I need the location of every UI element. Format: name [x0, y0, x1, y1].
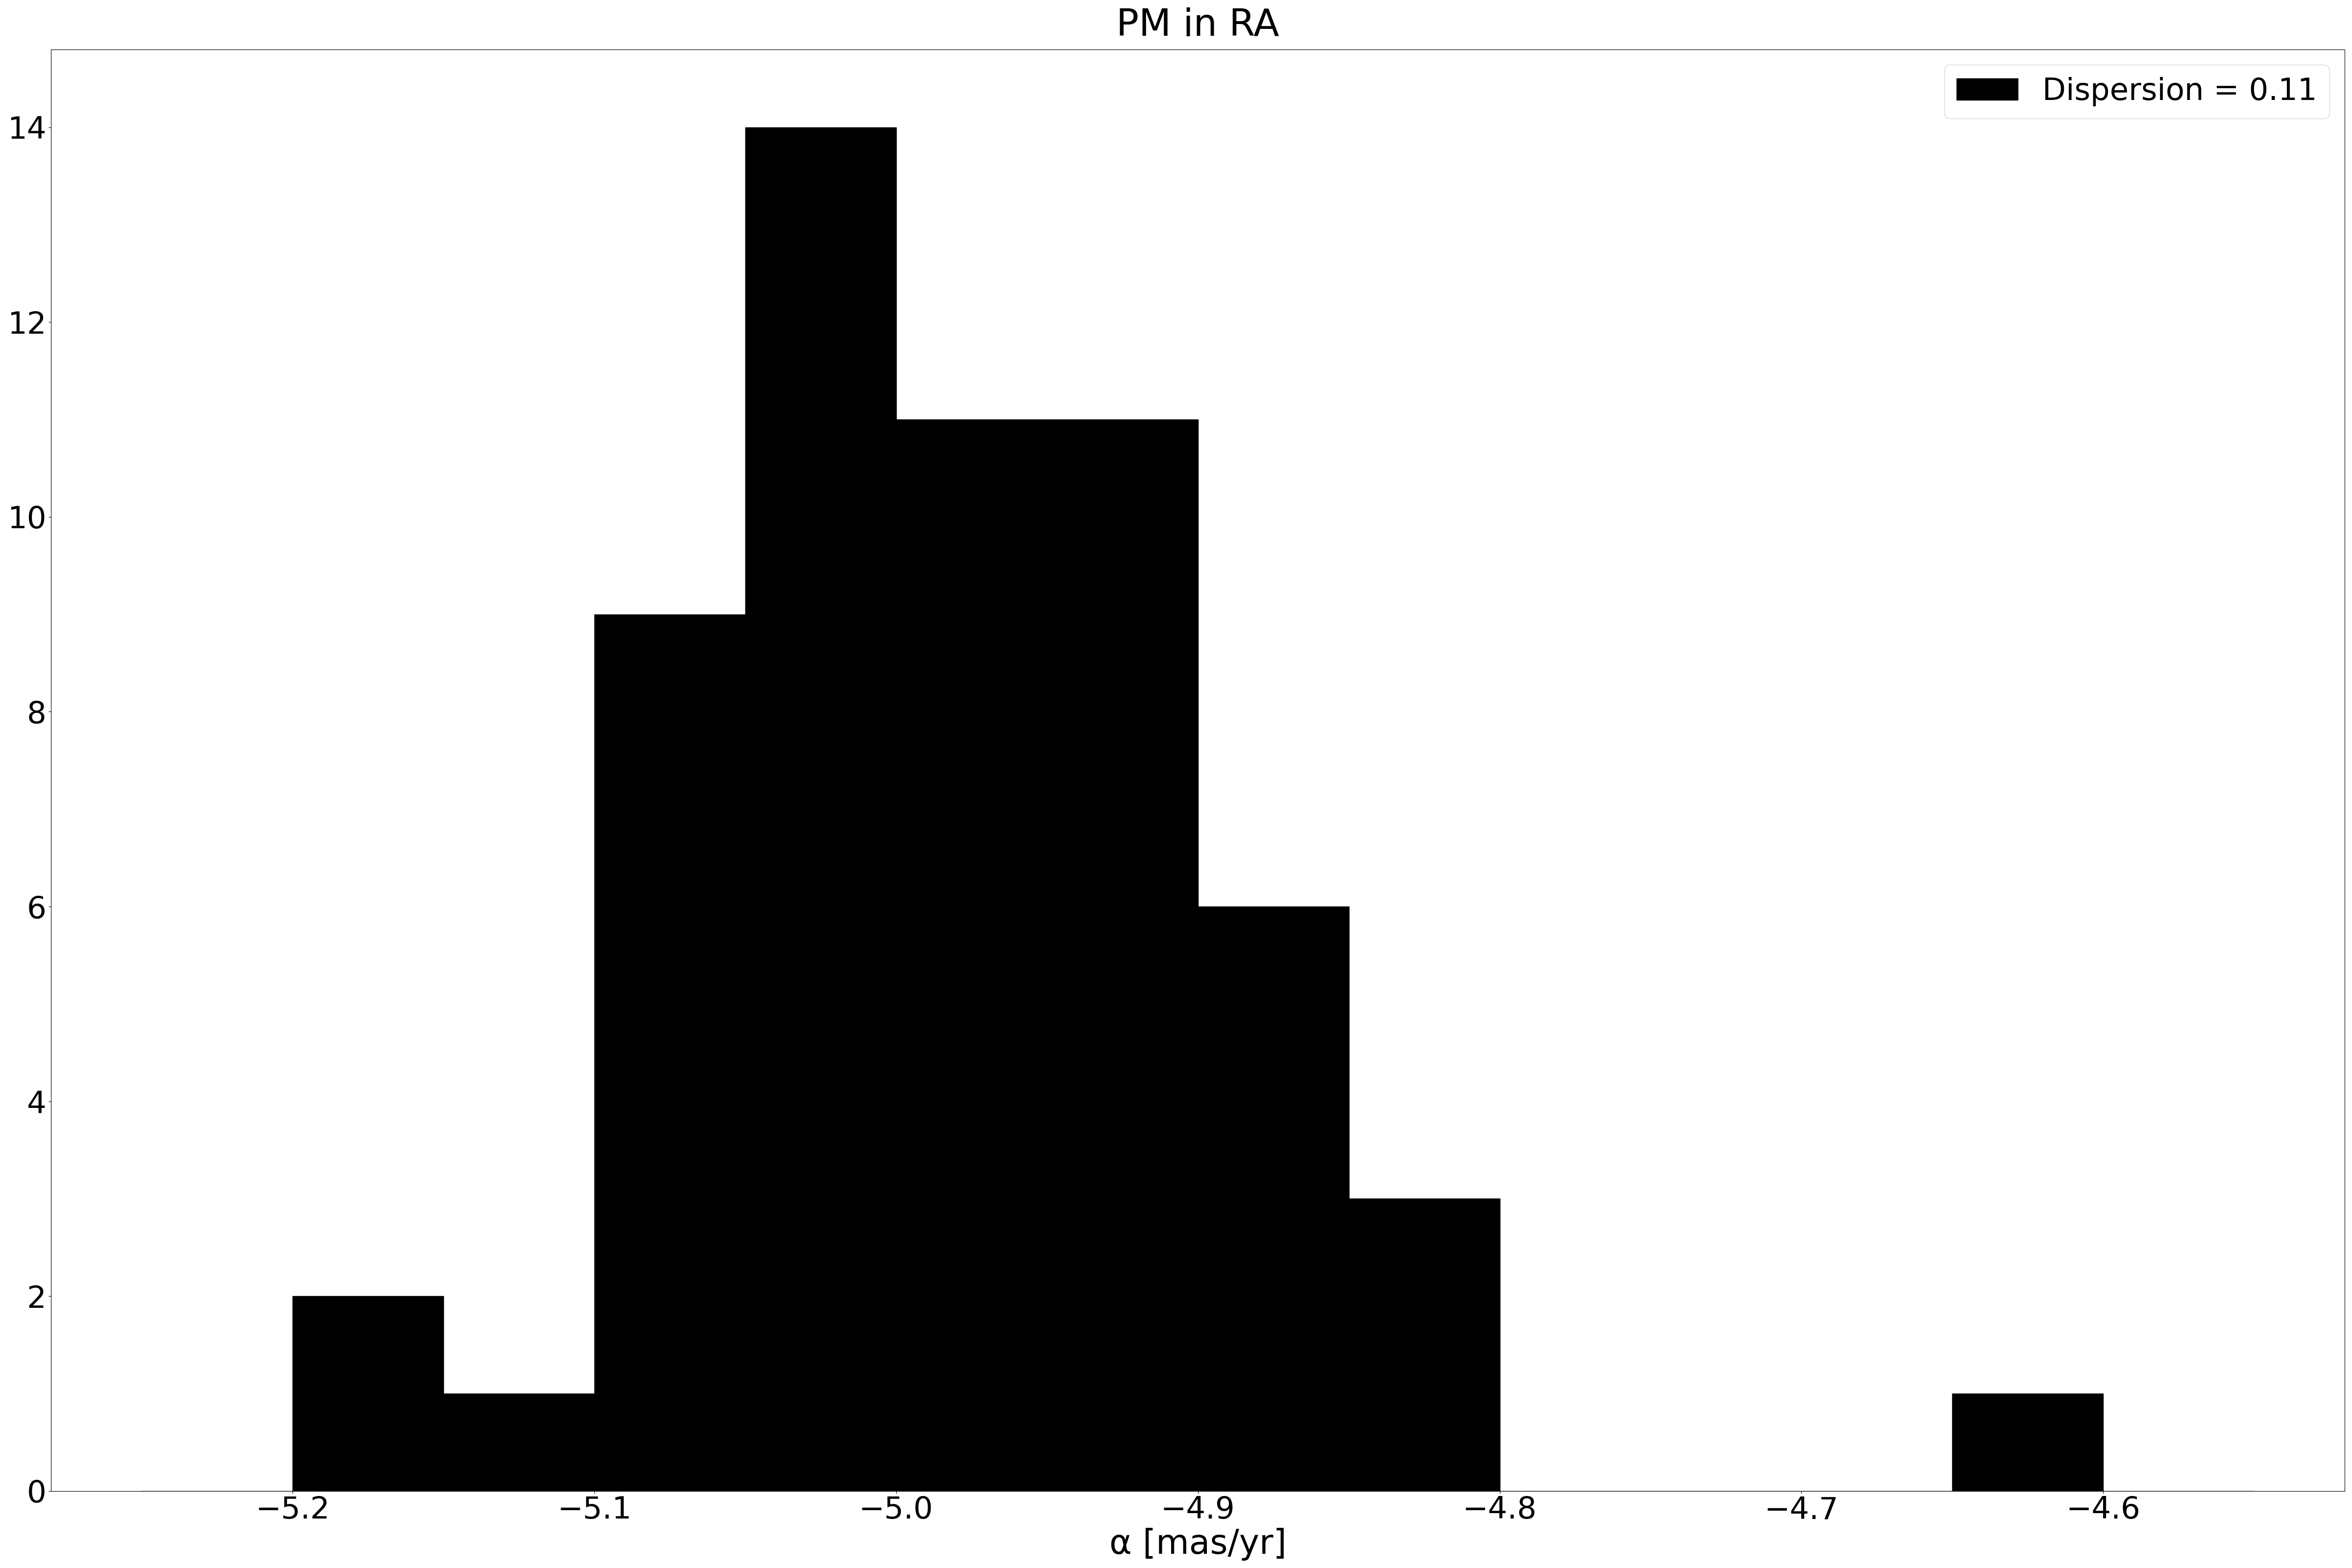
Bar — [1197, 906, 1348, 1491]
Bar — [1952, 1394, 2103, 1491]
X-axis label: α [mas/yr]: α [mas/yr] — [1110, 1527, 1287, 1560]
Bar — [292, 1297, 445, 1491]
Bar — [746, 127, 896, 1491]
Legend: Dispersion = 0.11: Dispersion = 0.11 — [1945, 64, 2328, 119]
Bar — [445, 1394, 595, 1491]
Bar — [595, 615, 746, 1491]
Title: PM in RA: PM in RA — [1117, 8, 1279, 44]
Bar — [1047, 420, 1197, 1491]
Bar — [1348, 1198, 1501, 1491]
Bar — [896, 420, 1047, 1491]
